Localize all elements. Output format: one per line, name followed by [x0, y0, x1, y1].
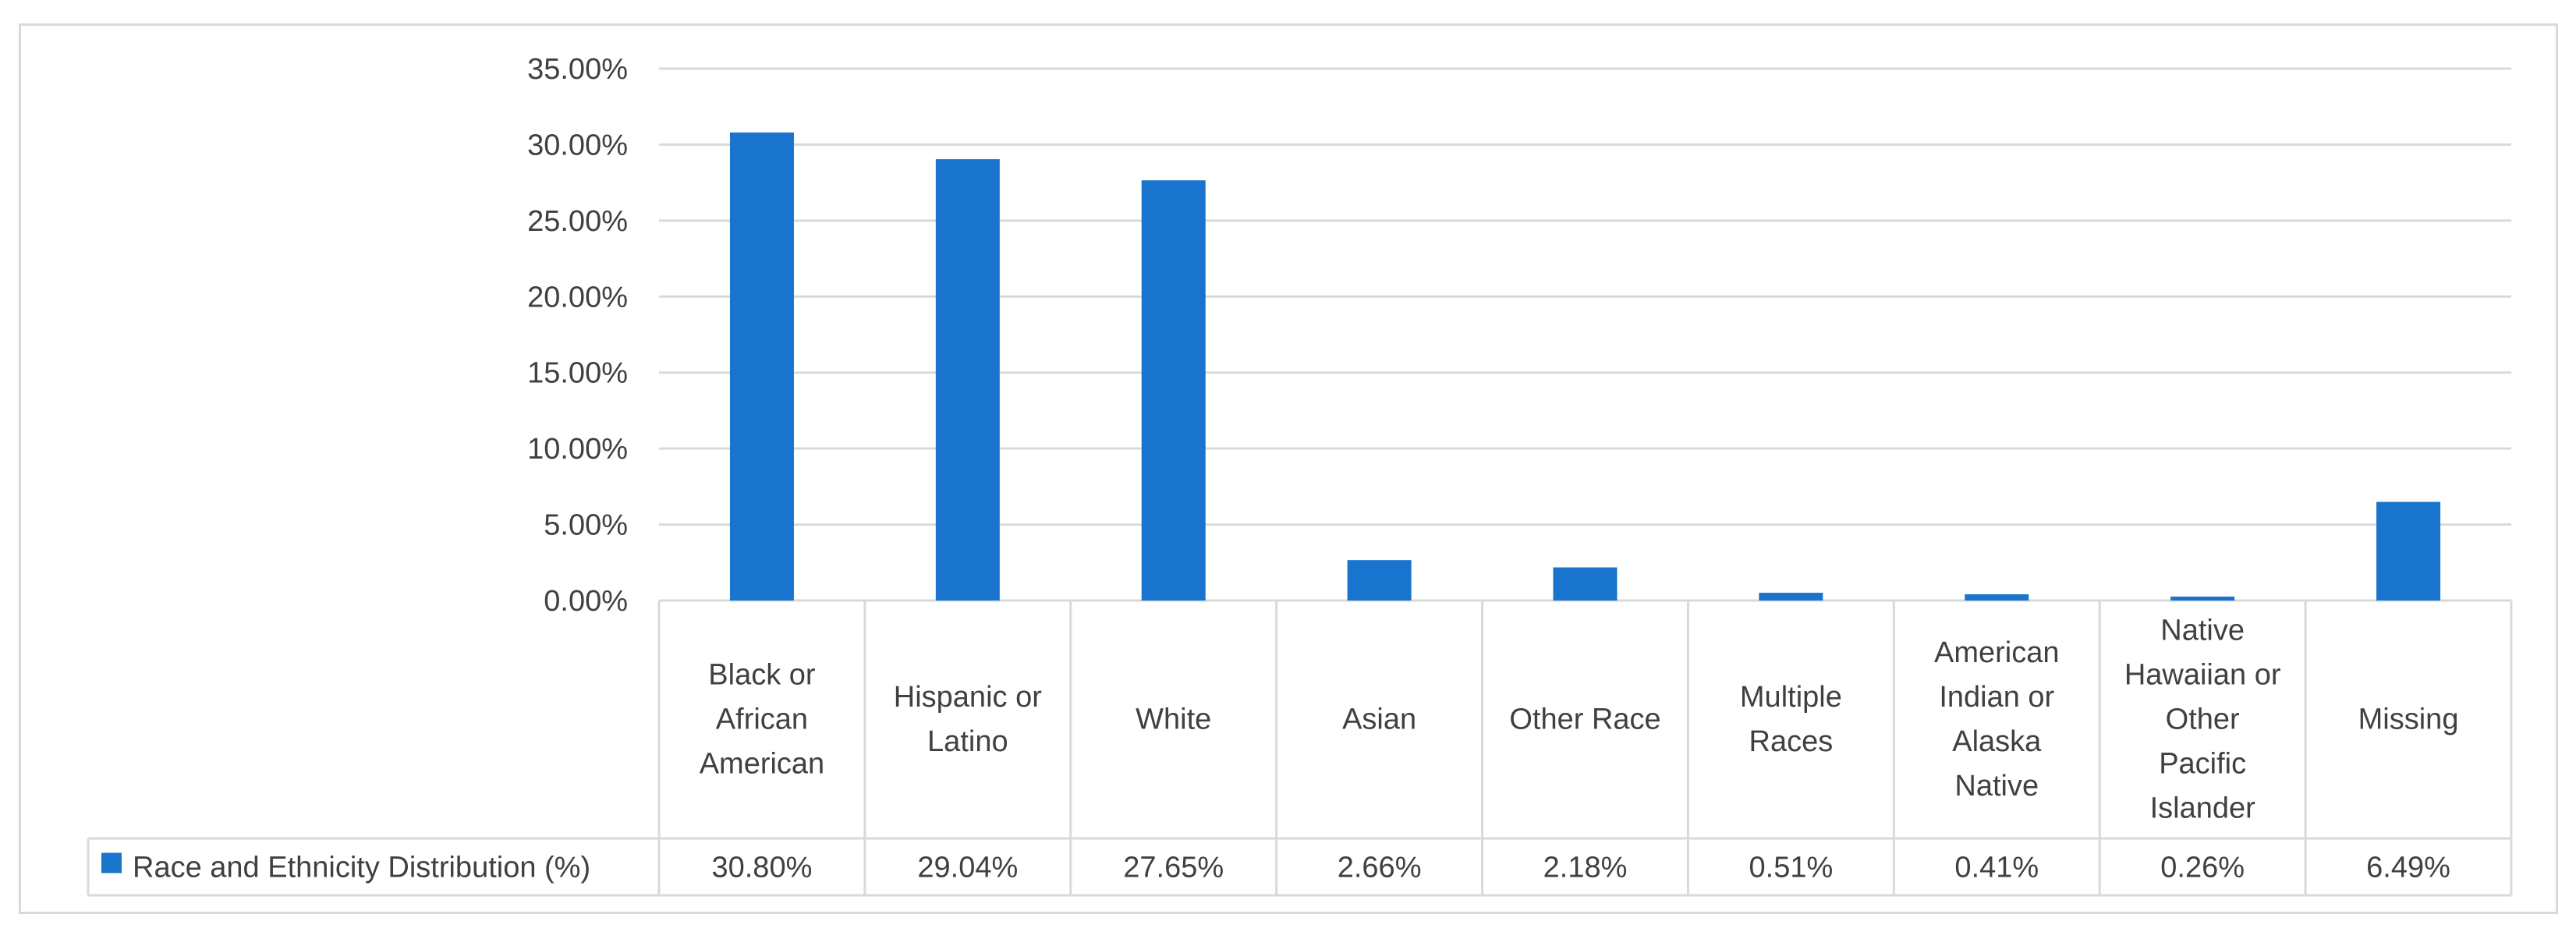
category-label: American	[1934, 636, 2060, 669]
bar	[2170, 596, 2235, 601]
category-label: Other Race	[1509, 703, 1660, 736]
y-tick-label: 10.00%	[527, 433, 628, 466]
category-label: Asian	[1342, 703, 1416, 736]
data-table-value: 6.49%	[2366, 852, 2450, 884]
bar	[2376, 501, 2441, 601]
data-table-value: 2.66%	[1338, 852, 1422, 884]
y-tick-label: 15.00%	[527, 357, 628, 390]
y-tick-label: 20.00%	[527, 281, 628, 314]
bar	[1141, 180, 1206, 601]
y-tick-label: 5.00%	[544, 509, 628, 542]
category-label: Native	[1954, 770, 2039, 803]
category-label: Missing	[2358, 703, 2459, 736]
category-label: Alaska	[1952, 725, 2042, 758]
category-label: Latino	[927, 725, 1008, 758]
bar	[1965, 594, 2029, 601]
bar	[1347, 560, 1412, 601]
legend-label: Race and Ethnicity Distribution (%)	[133, 852, 590, 884]
chart-frame	[19, 23, 2558, 914]
data-table-value: 0.26%	[2160, 852, 2245, 884]
bar	[935, 159, 1000, 601]
category-label: Black or	[708, 659, 816, 692]
y-tick-label: 25.00%	[527, 205, 628, 238]
category-label: Indian or	[1939, 681, 2054, 714]
category-label: Other	[2166, 703, 2240, 736]
legend-swatch	[101, 852, 122, 873]
data-table-value: 0.51%	[1749, 852, 1834, 884]
data-table-value: 30.80%	[711, 852, 812, 884]
data-table-value: 27.65%	[1123, 852, 1224, 884]
category-label: Hispanic or	[894, 681, 1042, 714]
y-tick-label: 30.00%	[527, 129, 628, 161]
data-table-value: 29.04%	[917, 852, 1018, 884]
category-label: Islander	[2150, 792, 2256, 825]
category-label: African	[716, 703, 808, 736]
data-table-value: 0.41%	[1954, 852, 2039, 884]
category-label: Races	[1749, 725, 1834, 758]
category-label: White	[1136, 703, 1211, 736]
category-label: Multiple	[1740, 681, 1842, 714]
category-label: Pacific	[2159, 748, 2246, 781]
category-label: Native	[2160, 615, 2245, 647]
category-label: Hawaiian or	[2124, 659, 2281, 692]
bar	[729, 132, 794, 601]
bar	[1553, 567, 1618, 601]
bar	[1759, 593, 1823, 601]
category-label: American	[700, 748, 825, 781]
y-tick-label: 35.00%	[527, 53, 628, 86]
data-table-value: 2.18%	[1543, 852, 1628, 884]
y-tick-label: 0.00%	[544, 585, 628, 618]
